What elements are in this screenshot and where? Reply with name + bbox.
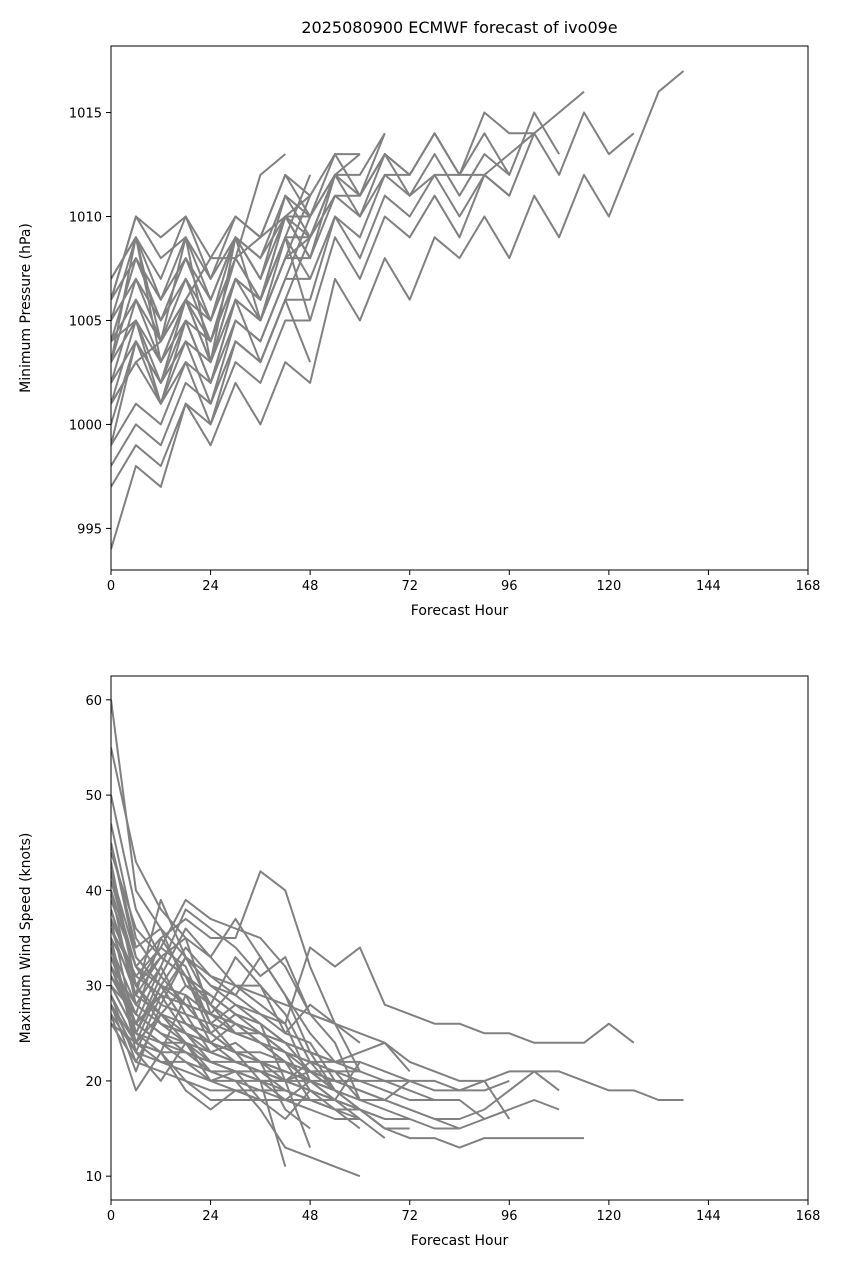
pressure-series-line-2 [111, 90, 585, 467]
pressure-x-tick-label: 168 [796, 579, 821, 594]
wind-x-tick-label: 24 [202, 1209, 219, 1224]
wind-y-tick-label: 10 [85, 1170, 102, 1185]
wind-series-line-33 [111, 994, 336, 1111]
pressure-x-tick-label: 120 [596, 579, 621, 594]
wind-series-line-31 [111, 861, 336, 1092]
wind-axes-frame [110, 675, 809, 1201]
wind-x-tick-label: 168 [796, 1209, 821, 1224]
wind-series-line-35 [111, 890, 311, 1092]
pressure-series-line-23 [111, 236, 311, 446]
pressure-series-line-6 [111, 153, 510, 364]
pressure-x-tick-label: 72 [401, 579, 418, 594]
pressure-y-tick-label: 995 [77, 522, 102, 537]
pressure-series-line-16 [111, 216, 312, 405]
wind-series-line-24 [111, 908, 361, 1101]
pressure-y-tick-label: 1010 [69, 211, 102, 226]
wind-series-line-45 [111, 937, 361, 1111]
wind-x-axis-label: Forecast Hour [411, 1233, 509, 1249]
wind-series-line-39 [111, 984, 312, 1148]
wind-y-tick-label: 30 [85, 980, 102, 995]
pressure-series-line-1 [111, 111, 635, 488]
wind-y-tick-label: 60 [85, 694, 102, 709]
chart-title: 2025080900 ECMWF forecast of ivo09e [301, 18, 617, 37]
wind-y-axis-label: Maximum Wind Speed (knots) [18, 833, 34, 1044]
pressure-series-line-10 [111, 153, 360, 280]
wind-series-group [111, 699, 684, 1178]
pressure-x-tick-label: 0 [107, 579, 115, 594]
wind-y-tick-label: 50 [85, 789, 102, 804]
pressure-y-tick-label: 1015 [69, 107, 102, 122]
wind-panel: 0 24 48 72 96 120 144 168 10 20 30 40 50 60 Forecast H… [18, 675, 821, 1249]
wind-x-tick-label: 48 [302, 1209, 319, 1224]
pressure-series-line-18 [111, 215, 311, 300]
pressure-x-axis-label: Forecast Hour [411, 603, 509, 619]
wind-x-tick-label: 120 [596, 1209, 621, 1224]
wind-series-line-43 [111, 1004, 361, 1130]
wind-series-line-26 [111, 917, 336, 1063]
wind-series-line-44 [111, 966, 361, 1120]
pressure-axes-frame [110, 45, 809, 571]
pressure-x-tick-label: 24 [202, 579, 219, 594]
pressure-panel: 0 24 48 72 96 120 144 168 995 1000 1005 1010 1015 For… [18, 45, 821, 619]
wind-y-tick-label: 40 [85, 884, 102, 899]
pressure-series-line-21 [111, 236, 311, 364]
wind-x-tick-label: 72 [401, 1209, 418, 1224]
wind-series-line-38 [111, 918, 311, 1130]
pressure-y-tick-label: 1005 [69, 314, 102, 329]
wind-series-line-41 [111, 975, 361, 1178]
wind-series-line-4 [111, 842, 560, 1130]
wind-x-tick-label: 144 [696, 1209, 721, 1224]
pressure-series-group [111, 70, 685, 550]
pressure-series-line-4 [111, 111, 535, 405]
wind-series-line-1 [111, 747, 684, 1101]
wind-y-tick-label: 20 [85, 1075, 102, 1090]
pressure-x-tick-label: 144 [696, 579, 721, 594]
wind-series-line-42 [111, 898, 361, 1044]
pressure-y-tick-label: 1000 [69, 418, 102, 433]
pressure-y-axis-label: Minimum Pressure (hPa) [18, 223, 34, 393]
pressure-x-tick-label: 96 [501, 579, 518, 594]
wind-series-line-0 [111, 699, 635, 1044]
pressure-series-line-0 [111, 70, 685, 550]
wind-series-line-23 [111, 898, 361, 1072]
pressure-series-line-20 [111, 298, 312, 405]
pressure-series-line-12 [111, 174, 336, 322]
pressure-series-line-13 [111, 153, 286, 343]
wind-x-tick-label: 0 [107, 1209, 115, 1224]
wind-series-line-34 [111, 842, 311, 1082]
wind-x-tick-label: 96 [501, 1209, 518, 1224]
pressure-x-tick-label: 48 [302, 579, 319, 594]
